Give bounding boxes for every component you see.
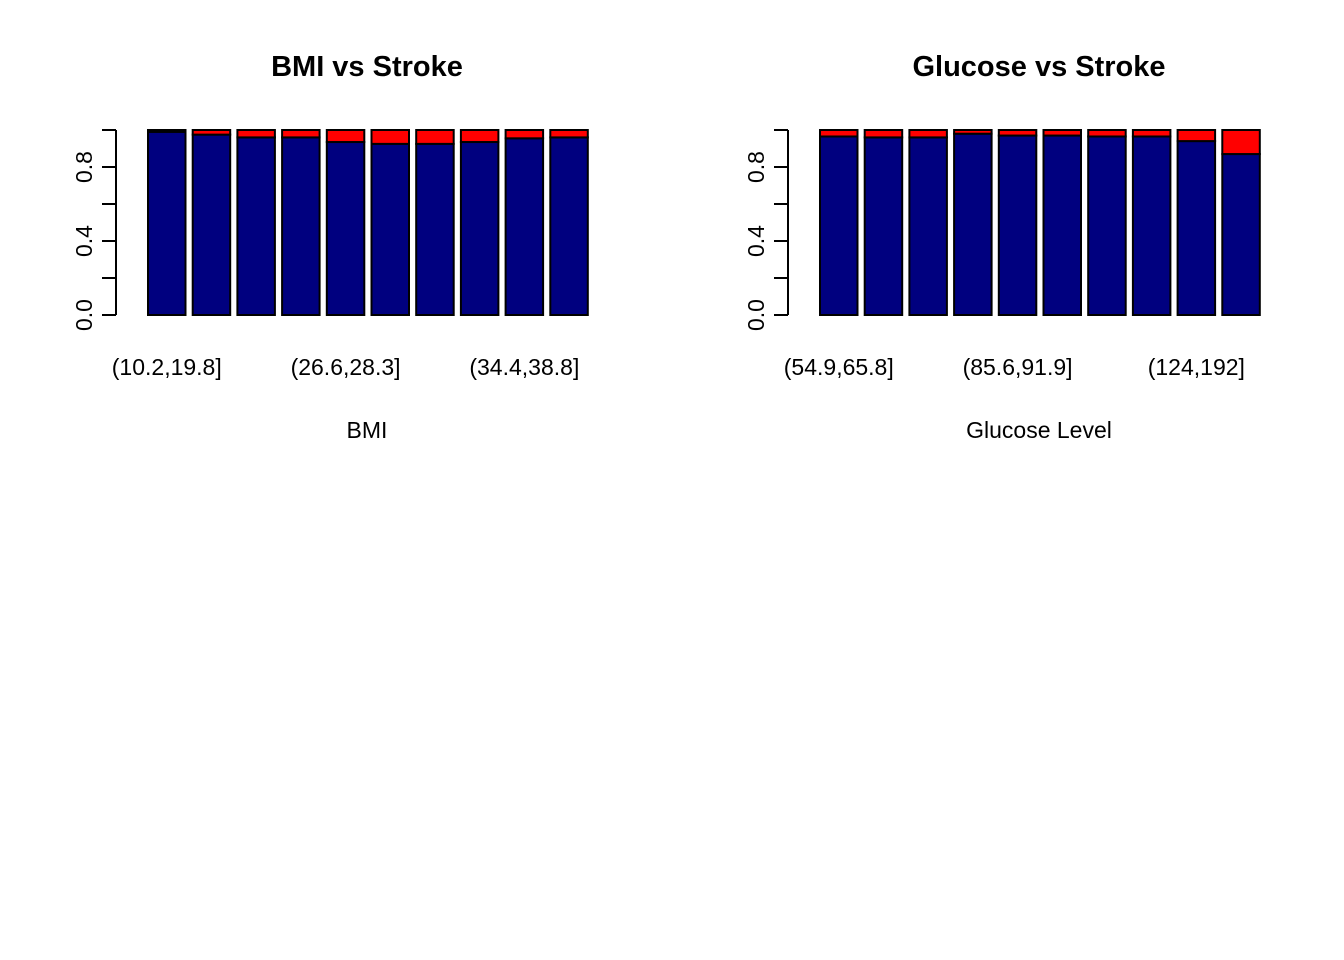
bar-segment-no-stroke-8 [1131,135,1172,316]
bar-segment-no-stroke-10 [1221,153,1261,316]
x-tick-label: (54.9,65.8] [784,354,894,380]
glucose-x-axis-label: Glucose Level [966,417,1112,443]
bar-segment-stroke-4 [953,129,993,135]
x-tick-label: (10.2,19.8] [112,354,222,380]
bar-segment-stroke-3 [908,129,948,139]
bar-segment-no-stroke-1 [819,135,859,316]
bar-segment-no-stroke-9 [1176,140,1217,316]
bar-segment-stroke-10 [1221,129,1261,156]
bmi-x-tick-labels: (10.2,19.8] (26.6,28.3] (34.4,38.8] [112,354,580,380]
y-tick-label: 0.4 [71,225,97,257]
bar-segment-no-stroke-7 [1087,135,1127,316]
bar-segment-no-stroke-2 [863,136,904,316]
bar-segment-stroke-9 [504,129,545,140]
bar-segment-stroke-2 [863,129,904,139]
bar-segment-stroke-5 [325,129,366,144]
bar-segment-no-stroke-5 [325,141,366,316]
bar-segment-no-stroke-1 [147,130,187,316]
y-tick-label: 0.0 [71,299,97,331]
bar-segment-stroke-9 [1176,129,1217,143]
bar-segment-no-stroke-7 [415,142,455,316]
bar-segment-stroke-6 [1042,129,1082,137]
bar-segment-no-stroke-3 [908,136,948,316]
bar-segment-stroke-8 [459,129,500,144]
bar-segment-no-stroke-3 [236,136,276,316]
x-tick-label: (124,192] [1148,354,1245,380]
x-tick-label: (85.6,91.9] [963,354,1073,380]
bar-segment-no-stroke-6 [1042,134,1082,316]
bar-segment-stroke-1 [819,129,859,138]
bar-segment-no-stroke-4 [953,132,993,316]
y-tick-label: 0.0 [743,299,769,331]
bar-segment-stroke-7 [415,129,455,145]
bar-segment-no-stroke-10 [549,136,589,316]
bar-segment-stroke-4 [281,129,321,139]
y-tick-label: 0.8 [743,151,769,183]
y-tick-label: 0.4 [743,225,769,257]
bar-segment-no-stroke-5 [997,134,1038,316]
bar-segment-no-stroke-8 [459,141,500,316]
bmi-stroke-panel: BMI vs Stroke 0.0 0.4 0.8 (10.2,19.8] (26.6… [71,51,589,443]
bmi-y-axis: 0.0 0.4 0.8 [71,129,117,331]
bar-segment-stroke-7 [1087,129,1127,138]
x-tick-label: (34.4,38.8] [469,354,579,380]
bmi-bars [147,129,589,316]
bar-segment-stroke-10 [549,129,589,139]
bmi-chart-title: BMI vs Stroke [271,51,463,83]
bmi-x-axis-label: BMI [347,417,388,443]
bar-segment-stroke-6 [370,129,410,145]
y-tick-label: 0.8 [71,151,97,183]
x-tick-label: (26.6,28.3] [291,354,401,380]
bar-segment-stroke-8 [1131,129,1172,138]
glucose-y-axis: 0.0 0.4 0.8 [743,129,789,331]
bar-segment-no-stroke-9 [504,137,545,316]
glucose-chart-title: Glucose vs Stroke [912,51,1165,83]
bar-segment-stroke-5 [997,129,1038,137]
bar-segment-no-stroke-2 [191,133,232,316]
glucose-bars [819,129,1261,316]
bar-segment-stroke-3 [236,129,276,139]
bar-segment-no-stroke-6 [370,142,410,316]
bar-segment-stroke-1 [147,129,187,133]
glucose-stroke-panel: Glucose vs Stroke 0.00.40.8 (54.9,65.8](… [743,51,1261,443]
glucose-x-tick-labels: (54.9,65.8] (85.6,91.9] (124,192] [784,354,1245,380]
bar-segment-stroke-2 [191,129,232,136]
bar-segment-no-stroke-4 [281,136,321,316]
